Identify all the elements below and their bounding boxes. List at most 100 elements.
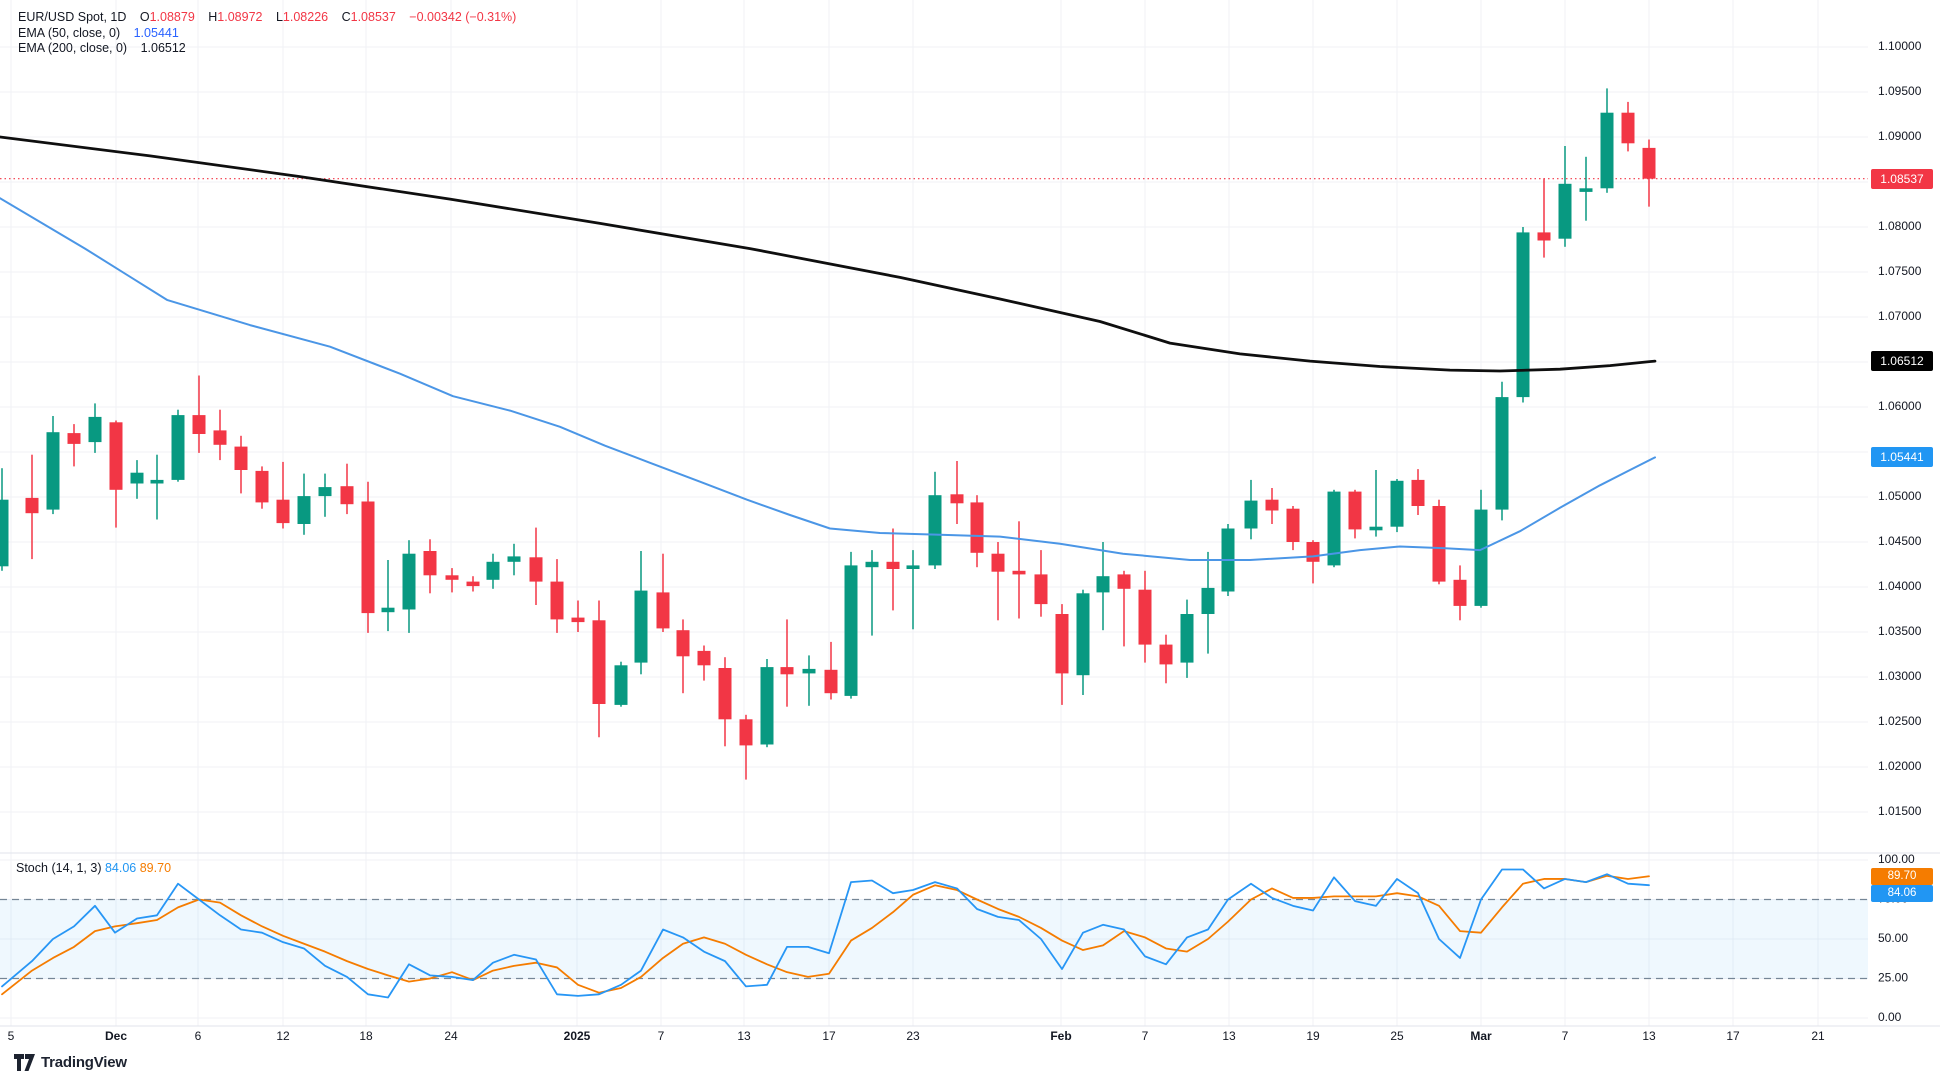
candle xyxy=(760,659,774,748)
candles-layer xyxy=(0,88,1656,780)
price-tick-label: 1.02000 xyxy=(1878,759,1922,773)
candle xyxy=(1286,506,1300,551)
stoch-band xyxy=(0,898,1868,980)
ohlc-c-label: C xyxy=(341,10,351,24)
candle xyxy=(445,568,459,593)
candle xyxy=(46,416,60,515)
ema50-price-badge: 1.05441 xyxy=(1871,447,1933,467)
time-axis-scale[interactable] xyxy=(0,1026,1940,1054)
stoch-legend-row[interactable]: Stoch (14, 1, 3) 84.06 89.70 xyxy=(16,861,171,875)
candle xyxy=(171,409,185,482)
candle xyxy=(1579,156,1593,221)
time-tick-label: 21 xyxy=(1811,1029,1825,1043)
price-tick-label: 1.09500 xyxy=(1878,84,1922,98)
stoch-tick-label: 25.00 xyxy=(1878,971,1908,985)
stoch-d-value: 89.70 xyxy=(139,861,172,875)
candle xyxy=(1201,551,1215,654)
ohlc-c-value: 1.08537 xyxy=(350,10,396,24)
stoch-tick-label: 0.00 xyxy=(1878,1010,1902,1024)
time-tick-label: 17 xyxy=(1726,1029,1740,1043)
candle xyxy=(592,600,606,738)
candle xyxy=(213,409,227,461)
time-tick-label: 13 xyxy=(1642,1029,1656,1043)
ema50-line xyxy=(0,197,1656,561)
ema200-value: 1.06512 xyxy=(140,41,186,55)
candle xyxy=(507,543,521,576)
candle xyxy=(1432,499,1446,585)
stoch-d-line xyxy=(1,874,1650,996)
candle xyxy=(676,619,690,694)
candle xyxy=(780,619,794,707)
symbol-title: EUR/USD Spot, 1D xyxy=(18,10,127,24)
gridlines xyxy=(0,0,1868,1026)
price-tick-label: 1.10000 xyxy=(1878,39,1922,53)
candle xyxy=(614,661,628,707)
time-tick-label: 19 xyxy=(1306,1029,1320,1043)
candle xyxy=(928,471,942,569)
stoch-params: (14, 1, 3) xyxy=(51,861,102,875)
ohlc-h-label: H xyxy=(208,10,218,24)
candle xyxy=(824,641,838,700)
time-tick-label: 17 xyxy=(822,1029,836,1043)
ema50-label: EMA (50, close, 0) xyxy=(18,25,121,40)
candle xyxy=(886,528,900,611)
tradingview-logo[interactable]: TradingView xyxy=(14,1053,127,1072)
candle xyxy=(906,550,920,630)
candle xyxy=(1537,178,1551,258)
time-tick-label: 7 xyxy=(1562,1029,1569,1043)
price-tick-label: 1.06000 xyxy=(1878,399,1922,413)
candle xyxy=(1034,550,1048,617)
candle xyxy=(1348,489,1362,539)
time-tick-label: Mar xyxy=(1470,1029,1492,1043)
time-tick-label: 18 xyxy=(359,1029,373,1043)
candle xyxy=(402,540,416,633)
time-tick-label: 23 xyxy=(906,1029,920,1043)
candle xyxy=(802,655,816,706)
candle xyxy=(1516,227,1530,403)
ohlc-l-value: 1.08226 xyxy=(282,10,329,24)
candle xyxy=(192,375,206,453)
time-tick-label: 25 xyxy=(1390,1029,1404,1043)
candle xyxy=(1138,570,1152,663)
ema50-legend-row[interactable]: EMA (50, close, 0) 1.05441 xyxy=(18,26,516,42)
candle xyxy=(1495,381,1509,521)
price-tick-label: 1.04500 xyxy=(1878,534,1922,548)
candle xyxy=(991,542,1005,621)
price-axis-scale[interactable] xyxy=(1868,0,1940,1026)
candle xyxy=(1055,604,1069,705)
time-tick-label: 7 xyxy=(658,1029,665,1043)
candle xyxy=(697,645,711,681)
ema200-line xyxy=(0,135,1657,373)
time-tick-label: 13 xyxy=(737,1029,751,1043)
candle xyxy=(1453,565,1467,621)
candle xyxy=(1159,634,1173,684)
candle xyxy=(1369,470,1383,537)
candle xyxy=(361,481,375,633)
price-tick-label: 1.05000 xyxy=(1878,489,1922,503)
candle xyxy=(1600,88,1614,193)
ema200-legend-row[interactable]: EMA (200, close, 0) 1.06512 xyxy=(18,41,516,57)
ohlc-h-value: 1.08972 xyxy=(217,10,263,24)
candle xyxy=(67,424,81,467)
stoch-tick-label: 100.00 xyxy=(1878,852,1915,866)
candle xyxy=(0,468,9,571)
stoch-tick-label: 50.00 xyxy=(1878,931,1908,945)
candle xyxy=(1327,489,1341,568)
candle xyxy=(865,550,879,636)
stoch-k-line xyxy=(1,868,1650,999)
candle xyxy=(1012,521,1026,619)
change-value: −0.00342 (−0.31%) xyxy=(409,10,517,24)
candle xyxy=(130,460,144,499)
ohlc-l-label: L xyxy=(275,10,283,24)
candle xyxy=(297,473,311,535)
candle xyxy=(1244,479,1258,540)
candle xyxy=(571,600,585,632)
candle xyxy=(466,576,480,592)
time-tick-label: 12 xyxy=(276,1029,290,1043)
candle xyxy=(1180,599,1194,678)
stoch-k-badge: 84.06 xyxy=(1871,885,1933,902)
symbol-legend-row[interactable]: EUR/USD Spot, 1D O1.08879 H1.08972 L1.08… xyxy=(18,10,516,26)
candle xyxy=(844,551,858,699)
